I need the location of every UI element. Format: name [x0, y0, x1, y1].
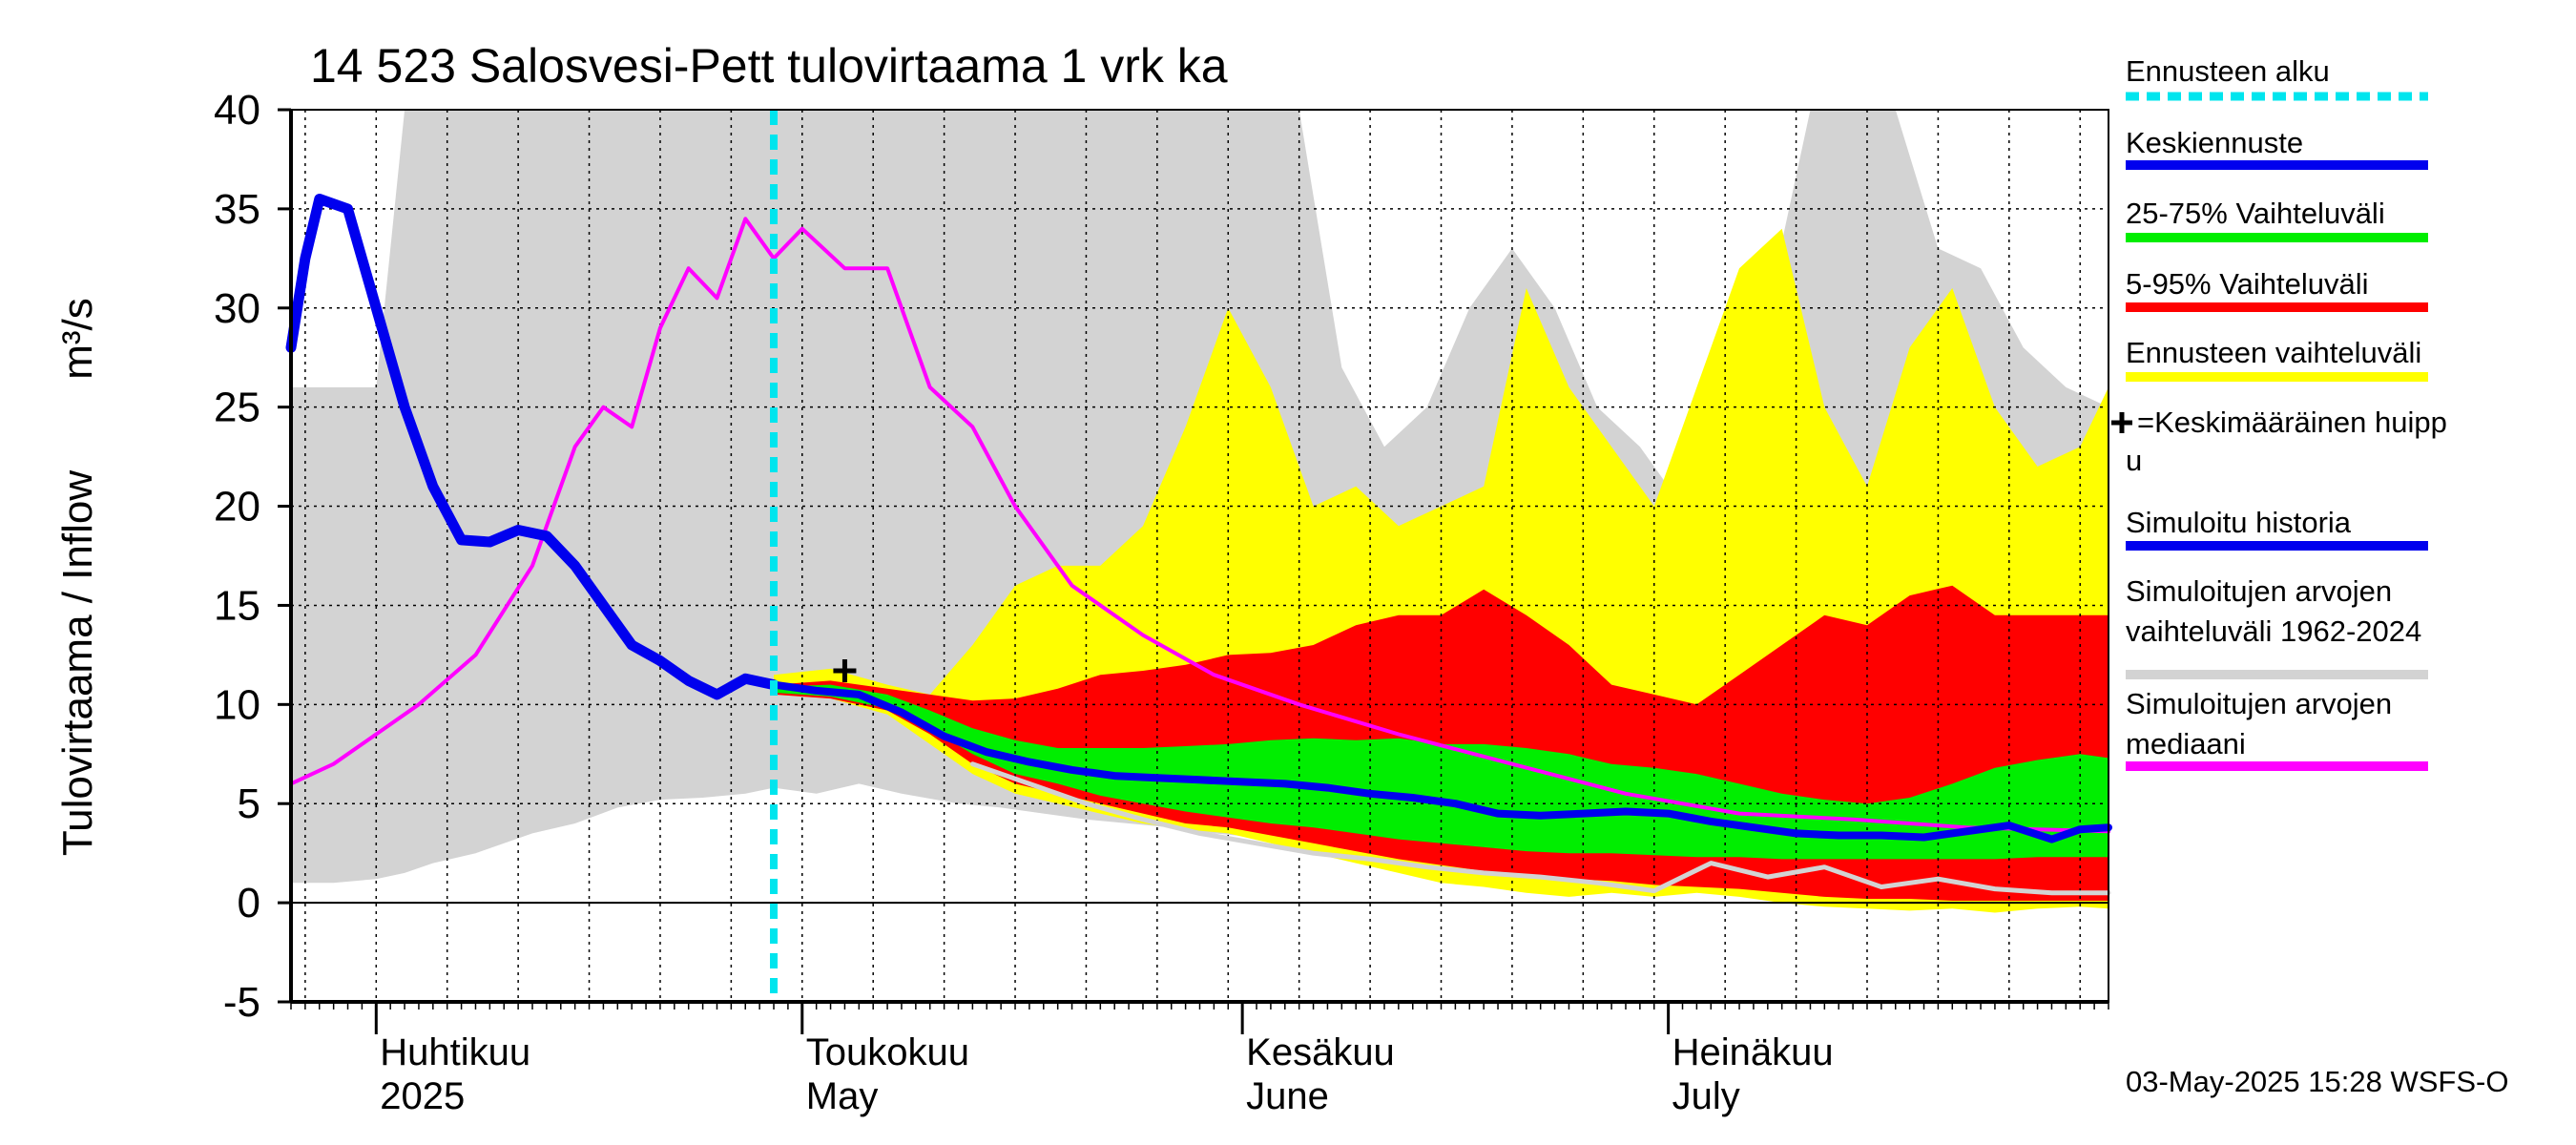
legend-plus-marker [2111, 412, 2132, 433]
month-sublabel: June [1246, 1075, 1329, 1117]
month-label: Kesäkuu [1246, 1031, 1395, 1073]
legend-label: Simuloitujen arvojen [2126, 574, 2392, 608]
mean-forecast-line [770, 680, 2112, 843]
month-label: Huhtikuu [380, 1031, 530, 1073]
month-sublabel: July [1672, 1075, 1740, 1117]
y-tick-label: 25 [214, 385, 260, 431]
plot-area [285, 109, 2112, 1003]
y-axis-label: Tulovirtaama / Inflow [54, 470, 101, 857]
legend-label: Ennusteen alku [2126, 54, 2330, 88]
y-tick-label: 40 [214, 87, 260, 134]
y-tick-label: 30 [214, 285, 260, 332]
legend: Ennusteen alku Keskiennuste 25-75% Vaihtel… [2111, 54, 2447, 771]
month-sublabel: 2025 [380, 1075, 465, 1117]
legend-label: =Keskimääräinen huipp [2137, 406, 2447, 439]
example-line [969, 761, 2111, 896]
legend-label: 5-95% Vaihteluväli [2126, 267, 2368, 301]
y-axis-unit: m³/s [54, 298, 101, 380]
y-tick-label: 0 [238, 880, 260, 926]
legend-label: 25-75% Vaihteluväli [2126, 197, 2385, 230]
chart-title: 14 523 Salosvesi-Pett tulovirtaama 1 vrk… [310, 39, 1228, 93]
legend-label: Ennusteen vaihteluväli [2126, 336, 2421, 369]
month-label: Heinäkuu [1672, 1031, 1834, 1073]
legend-label: Keskiennuste [2126, 126, 2303, 159]
y-tick-label: -5 [223, 979, 260, 1026]
y-tick-label: 20 [214, 484, 260, 531]
median-line [289, 217, 2110, 834]
y-tick-label: 10 [214, 681, 260, 728]
y-tick-label: 35 [214, 186, 260, 233]
range-areas [291, 110, 2109, 913]
legend-label: Simuloitujen arvojen [2126, 687, 2392, 720]
timestamp: 03-May-2025 15:28 WSFS-O [2126, 1065, 2508, 1098]
y-tick-label: 5 [238, 781, 260, 827]
month-sublabel: May [806, 1075, 879, 1117]
mean-peak-marker [833, 659, 857, 683]
legend-label: Simuloitu historia [2126, 506, 2352, 539]
axes: -50510152025303540Huhtikuu2025ToukokuuMa… [214, 87, 2109, 1117]
legend-label-line2: mediaani [2126, 727, 2246, 760]
simulated-history-line [285, 194, 779, 700]
series-lines [285, 110, 2112, 1002]
y-tick-label: 15 [214, 582, 260, 629]
legend-label-line2: vaihteluväli 1962-2024 [2126, 614, 2421, 648]
legend-label-line2: u [2126, 444, 2142, 477]
month-label: Toukokuu [806, 1031, 969, 1073]
